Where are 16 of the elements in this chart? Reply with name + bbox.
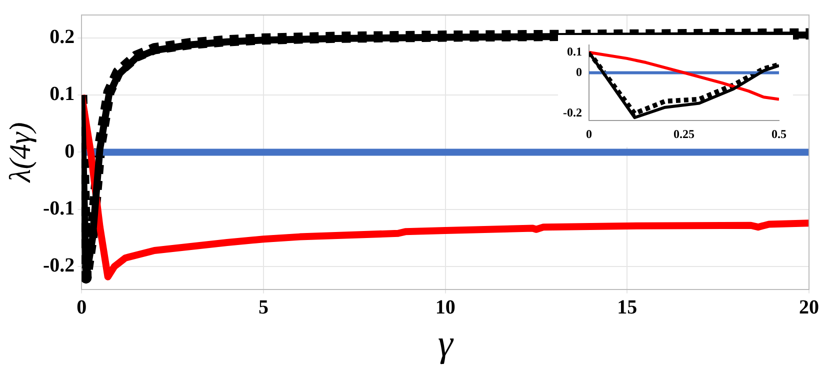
y-tick-label: 0 bbox=[576, 64, 582, 79]
x-tick-label: 0.25 bbox=[674, 126, 694, 141]
x-tick-label: 5 bbox=[258, 296, 268, 319]
y-tick-label: -0.1 bbox=[42, 198, 75, 220]
y-tick-label: 0.2 bbox=[50, 26, 75, 48]
y-tick-label: -0.2 bbox=[42, 254, 75, 277]
x-tick-label: 0 bbox=[586, 126, 592, 141]
y-tick-label: 0.1 bbox=[566, 44, 582, 58]
x-tick-label: 15 bbox=[617, 296, 638, 319]
y-tick-label: -0.2 bbox=[562, 106, 582, 120]
y-tick-label: 0.1 bbox=[50, 83, 75, 106]
x-axis-title: γ bbox=[438, 323, 454, 366]
y-axis-title: λ(4γ) bbox=[4, 122, 37, 184]
x-tick-label: 0.5 bbox=[772, 126, 786, 141]
x-tick-label: 20 bbox=[799, 296, 819, 319]
x-tick-label: 10 bbox=[435, 296, 456, 319]
